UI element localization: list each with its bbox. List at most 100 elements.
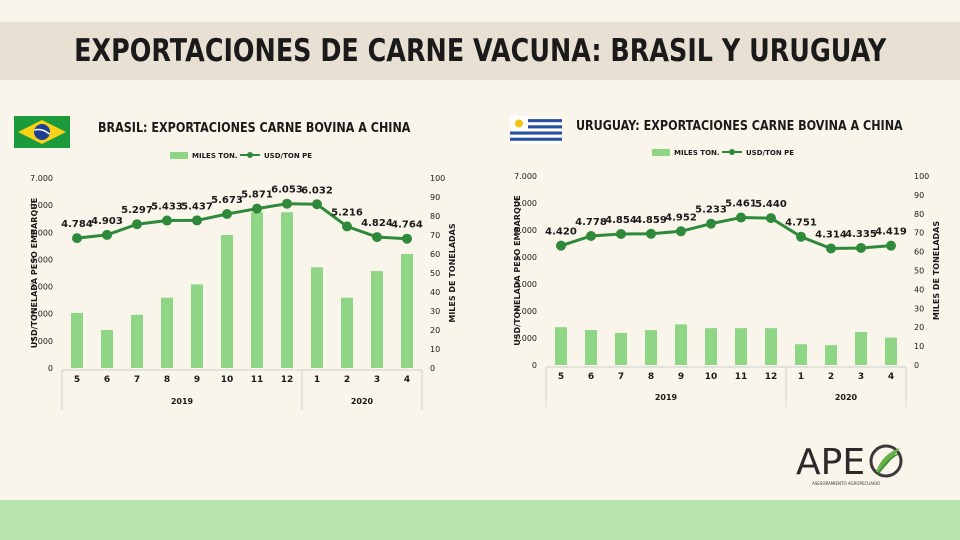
y-tick-label: 5.000 — [30, 228, 53, 237]
y2-tick-label: 90 — [430, 193, 440, 202]
y2-tick-label: 60 — [430, 250, 440, 259]
y2-axis-title: MILES DE TONELADAS — [932, 221, 941, 320]
bar — [101, 330, 113, 368]
y2-tick-label: 10 — [430, 345, 440, 354]
y2-tick-label: 70 — [914, 229, 924, 238]
x-tick-label: 10 — [705, 372, 718, 382]
y-tick-label: 4.000 — [514, 253, 537, 262]
flag-stripe — [510, 119, 562, 123]
bar — [885, 337, 897, 365]
title-band: EXPORTACIONES DE CARNE VACUNA: BRASIL Y … — [0, 22, 960, 80]
y-tick-label: 7.000 — [30, 174, 53, 183]
legend-bar-label: MILES TON. — [192, 152, 238, 160]
bar — [555, 327, 567, 365]
x-tick-label: 5 — [74, 375, 80, 385]
bar — [251, 212, 263, 368]
y2-tick-label: 70 — [430, 231, 440, 240]
bar — [401, 254, 413, 368]
data-label: 4.854 — [605, 215, 637, 226]
bar — [825, 345, 837, 365]
y-axis-title: USD/TONELADA PESO EMBARQUE — [513, 195, 522, 345]
chart-title: URUGUAY: EXPORTACIONES CARNE BOVINA A CH… — [576, 118, 903, 133]
y-tick-label: 0 — [48, 364, 53, 373]
x-tick-label: 7 — [134, 375, 140, 385]
legend-bar-swatch — [170, 152, 188, 159]
chart-uruguay: URUGUAY: EXPORTACIONES CARNE BOVINA A CH… — [510, 116, 941, 407]
data-label: 4.824 — [361, 218, 393, 229]
line-point — [796, 231, 806, 242]
bar — [705, 328, 717, 365]
flag-stripe — [510, 125, 562, 129]
y2-tick-label: 30 — [430, 307, 440, 316]
y2-tick-label: 80 — [430, 212, 440, 221]
data-label: 6.032 — [301, 185, 333, 196]
line-point — [736, 212, 746, 223]
line-point — [856, 242, 866, 253]
flag-stripe — [510, 131, 562, 135]
y-tick-label: 0 — [532, 361, 537, 370]
y2-tick-label: 30 — [914, 304, 924, 313]
bar — [795, 344, 807, 365]
y2-axis-title: MILES DE TONELADAS — [448, 223, 457, 322]
line-point — [372, 232, 382, 243]
line-point — [222, 209, 232, 220]
year-label: 2020 — [351, 397, 374, 406]
line-point — [646, 228, 656, 239]
y2-tick-label: 60 — [914, 248, 924, 257]
year-label: 2019 — [171, 397, 194, 406]
y-tick-label: 7.000 — [514, 172, 537, 181]
y2-tick-label: 100 — [430, 174, 445, 183]
bar — [855, 331, 867, 365]
x-tick-label: 9 — [678, 372, 684, 382]
x-tick-label: 4 — [404, 375, 410, 385]
line-point — [162, 215, 172, 226]
bar — [341, 297, 353, 368]
flag-globe — [34, 124, 50, 140]
line-point — [616, 228, 626, 239]
x-tick-label: 6 — [104, 375, 110, 385]
logo-subtitle: ASESORAMIENTO AGROPECUARIO — [812, 481, 881, 486]
x-tick-label: 8 — [648, 372, 654, 382]
bar — [71, 312, 83, 368]
y2-tick-label: 50 — [430, 269, 440, 278]
data-label: 5.440 — [755, 199, 787, 210]
data-label: 4.778 — [575, 217, 607, 228]
data-label: 4.335 — [845, 229, 877, 240]
y-tick-label: 5.000 — [514, 226, 537, 235]
legend-bar-label: MILES TON. — [674, 149, 720, 157]
x-tick-label: 7 — [618, 372, 624, 382]
line-point — [312, 199, 322, 210]
data-label: 5.233 — [695, 205, 727, 216]
chart-title: BRASIL: EXPORTACIONES CARNE BOVINA A CHI… — [98, 120, 411, 135]
data-label: 4.314 — [815, 230, 847, 241]
bar — [645, 330, 657, 365]
bar — [765, 328, 777, 365]
data-label: 5.297 — [121, 205, 153, 216]
data-label: 5.871 — [241, 190, 273, 201]
bar — [371, 271, 383, 368]
bar — [675, 324, 687, 365]
legend-line-label: USD/TON PE — [746, 149, 794, 157]
y2-tick-label: 80 — [914, 210, 924, 219]
legend-bar-swatch — [652, 149, 670, 156]
line-point — [252, 203, 262, 214]
line-series — [76, 202, 408, 241]
line-point — [826, 243, 836, 254]
y-tick-label: 3.000 — [30, 283, 53, 292]
bar — [585, 330, 597, 365]
line-point — [766, 213, 776, 224]
y2-tick-label: 50 — [914, 267, 924, 276]
y2-tick-label: 10 — [914, 342, 924, 351]
y-tick-label: 2.000 — [514, 307, 537, 316]
y-tick-label: 1.000 — [514, 334, 537, 343]
logo-leaf-icon — [869, 444, 903, 478]
y2-tick-label: 0 — [430, 364, 435, 373]
bar — [161, 297, 173, 368]
x-tick-label: 9 — [194, 375, 200, 385]
line-point — [192, 215, 202, 226]
y2-tick-label: 40 — [430, 288, 440, 297]
year-label: 2020 — [835, 393, 858, 402]
flag-uruguay-icon — [510, 116, 562, 144]
x-tick-label: 2 — [344, 375, 350, 385]
bar — [131, 314, 143, 368]
